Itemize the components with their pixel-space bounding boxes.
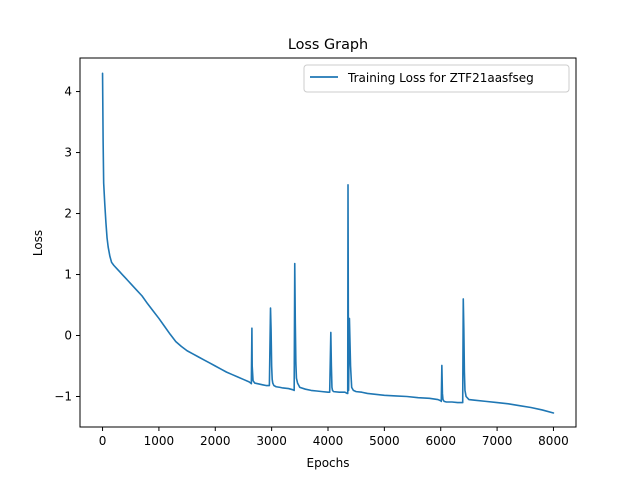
y-tick-label: 2: [64, 207, 72, 221]
x-axis-label: Epochs: [307, 456, 350, 470]
x-tick-label: 3000: [256, 434, 287, 448]
y-tick-label: 3: [64, 146, 72, 160]
y-tick-label: 0: [64, 329, 72, 343]
y-tick-label: 1: [64, 268, 72, 282]
x-tick-label: 2000: [200, 434, 231, 448]
x-tick-label: 0: [99, 434, 107, 448]
y-tick-label: 4: [64, 85, 72, 99]
x-tick-label: 8000: [538, 434, 569, 448]
x-tick-label: 5000: [369, 434, 400, 448]
x-tick-label: 1000: [144, 434, 175, 448]
y-axis-label: Loss: [31, 230, 45, 256]
series-line-0: [101, 72, 555, 414]
x-tick-label: 4000: [313, 434, 344, 448]
y-axis-ticks: −1 0 1 2 3 4: [54, 85, 80, 404]
y-tick-label: −1: [54, 390, 72, 404]
legend: Training Loss for ZTF21aasfseg: [303, 64, 570, 93]
series-layer: [101, 72, 555, 414]
x-tick-label: 6000: [425, 434, 456, 448]
legend-label: Training Loss for ZTF21aasfseg: [347, 71, 534, 85]
legend-box: [303, 64, 570, 93]
chart-title: Loss Graph: [288, 37, 368, 53]
x-axis-ticks: 0 1000 2000 3000 4000 5000 6000 7000 8000: [99, 427, 569, 448]
x-tick-label: 7000: [482, 434, 513, 448]
